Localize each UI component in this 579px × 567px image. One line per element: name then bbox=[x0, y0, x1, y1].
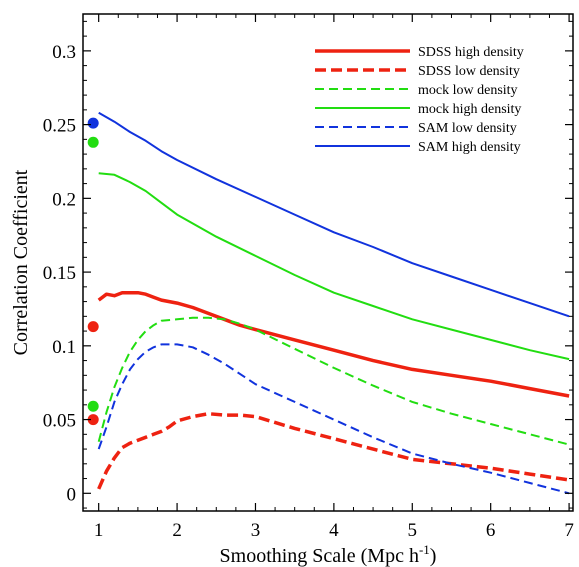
y-tick-label: 0.1 bbox=[52, 337, 76, 358]
series-line-sam-low-density bbox=[97, 343, 570, 495]
legend-label: mock high density bbox=[418, 102, 521, 117]
tick-layer: 1 2 3 4 5 6 7 0 0.05 0.1 0.15 0.2 0.25 0.3 bbox=[43, 14, 574, 541]
series-line-sdss-high-density bbox=[97, 290, 570, 398]
y-tick-label: 0.15 bbox=[43, 263, 76, 284]
x-tick-label: 4 bbox=[329, 520, 339, 541]
x-tick-label: 7 bbox=[564, 520, 574, 541]
plot-frame bbox=[82, 13, 574, 512]
x-tick-label: 6 bbox=[486, 520, 496, 541]
data-point-marker bbox=[87, 117, 99, 129]
x-tick-label: 1 bbox=[94, 520, 104, 541]
series-line-mock-high-density bbox=[98, 172, 570, 361]
x-tick-label: 2 bbox=[172, 520, 182, 541]
series-line-sdss-low-density bbox=[97, 411, 570, 490]
legend: SDSS high density SDSS low density mock lo… bbox=[315, 45, 524, 155]
data-point-marker bbox=[87, 414, 99, 426]
legend-label: SAM high density bbox=[418, 140, 521, 155]
data-point-marker bbox=[87, 400, 99, 412]
legend-label: mock low density bbox=[418, 83, 518, 98]
legend-label: SAM low density bbox=[418, 121, 517, 136]
y-axis-title: Correlation Coefficient bbox=[10, 169, 32, 355]
marker-layer bbox=[87, 117, 99, 426]
series-line-mock-low-density bbox=[97, 316, 570, 446]
y-tick-label: 0.2 bbox=[52, 189, 76, 210]
legend-label: SDSS high density bbox=[418, 45, 524, 60]
x-tick-label: 5 bbox=[408, 520, 418, 541]
series-layer bbox=[97, 111, 570, 495]
y-tick-label: 0.05 bbox=[43, 411, 76, 432]
y-tick-label: 0 bbox=[67, 484, 77, 505]
y-tick-label: 0.3 bbox=[52, 42, 76, 63]
x-axis-title: Smoothing Scale (Mpc h-1) bbox=[220, 542, 437, 567]
legend-label: SDSS low density bbox=[418, 64, 520, 79]
data-point-marker bbox=[87, 321, 99, 333]
series-line-sam-high-density bbox=[98, 111, 570, 318]
x-tick-label: 3 bbox=[251, 520, 261, 541]
y-tick-label: 0.25 bbox=[43, 116, 76, 137]
data-point-marker bbox=[87, 136, 99, 148]
